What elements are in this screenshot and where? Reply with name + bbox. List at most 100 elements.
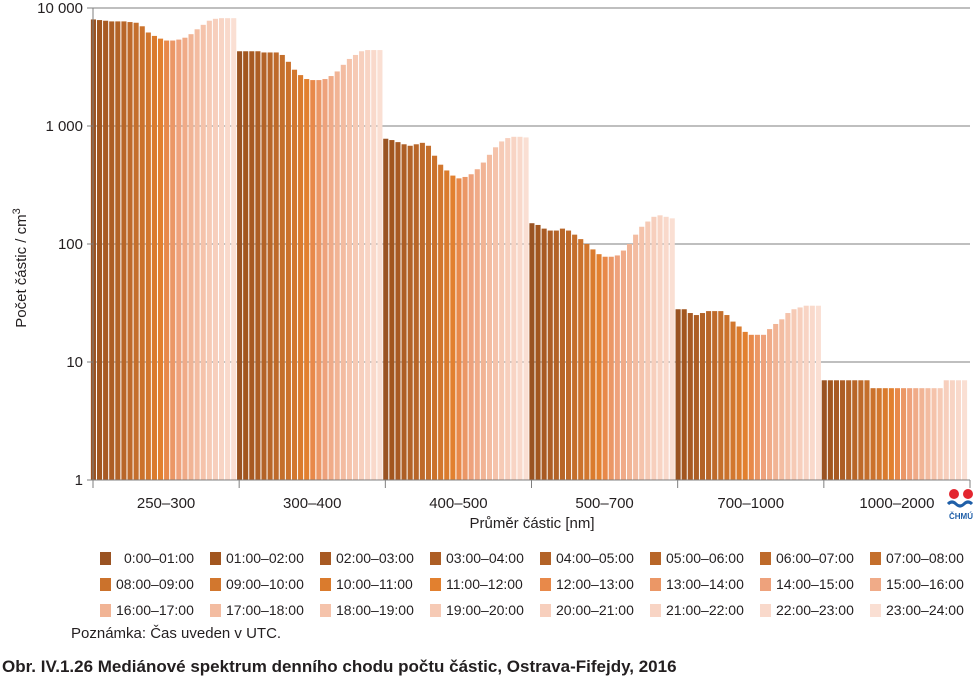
bar: [565, 230, 572, 480]
bar: [359, 51, 365, 480]
legend-swatch: [870, 551, 881, 565]
legend-swatch: [540, 551, 551, 565]
bar: [486, 154, 493, 480]
legend-swatch: [100, 551, 111, 565]
y-tick-label: 10 000: [37, 0, 83, 17]
bar: [809, 305, 815, 480]
bar: [742, 331, 748, 480]
legend-item: 20:00–21:00: [540, 602, 650, 618]
bar: [480, 162, 486, 480]
legend-label: 16:00–17:00: [116, 602, 194, 618]
legend-item: 16:00–17:00: [100, 602, 210, 618]
bar: [760, 334, 767, 480]
bar: [657, 215, 663, 480]
bar: [212, 18, 218, 480]
legend-label: 06:00–07:00: [776, 550, 854, 566]
bar: [133, 22, 139, 481]
legend-swatch: [650, 551, 661, 565]
bar: [894, 388, 901, 480]
bar: [340, 64, 346, 480]
legend-swatch: [650, 577, 661, 591]
legend-item: 05:00–06:00: [650, 550, 760, 566]
legend-item: 23:00–24:00: [870, 602, 975, 618]
bar: [145, 32, 151, 481]
bar: [779, 319, 785, 480]
legend-item: 13:00–14:00: [650, 576, 760, 592]
bar: [943, 380, 949, 480]
bar: [444, 170, 450, 480]
bar: [645, 221, 651, 480]
legend-label: 23:00–24:00: [886, 602, 964, 618]
bar: [937, 388, 943, 480]
chart: 1 10 100 1 000 10 000 250–300 300–400 400–500 5…: [11, 0, 971, 532]
bar: [712, 311, 718, 480]
bar: [121, 21, 127, 480]
bar: [462, 176, 468, 480]
x-tick-labels: 250–300 300–400 400–500 500–700 700–1000 1000…: [137, 495, 935, 512]
legend-swatch: [320, 603, 331, 617]
bar: [955, 380, 962, 480]
legend-item: 02:00–03:00: [320, 550, 430, 566]
legend-swatch: [320, 577, 331, 591]
bar: [724, 315, 730, 480]
bar: [803, 305, 809, 480]
legend-label: 17:00–18:00: [226, 602, 304, 618]
legend-label: 0:00–01:00: [124, 550, 195, 566]
bar: [888, 388, 894, 480]
bar: [151, 35, 157, 480]
legend-row: 0:00–01:00 01:00–02:00 02:00–03:00 03:00–04…: [100, 548, 975, 568]
bar: [523, 137, 529, 481]
bar: [846, 380, 852, 480]
legend-label: 12:00–13:00: [556, 576, 634, 592]
legend-item: 0:00–01:00: [100, 550, 210, 566]
bar: [255, 51, 261, 480]
legend-label: 19:00–20:00: [446, 602, 524, 618]
bar: [310, 80, 316, 480]
bar: [553, 230, 559, 480]
bar: [767, 329, 773, 480]
legend-label: 18:00–19:00: [336, 602, 414, 618]
legend-label: 09:00–10:00: [226, 576, 304, 592]
bar: [200, 24, 206, 480]
bar: [225, 18, 231, 481]
x-tick-label: 500–700: [575, 495, 633, 512]
bar: [773, 323, 779, 480]
bar: [517, 136, 523, 480]
legend-swatch: [870, 577, 881, 591]
bar: [730, 321, 736, 480]
bar: [127, 22, 133, 480]
bar: [243, 51, 249, 480]
legend-swatch: [430, 577, 441, 591]
bar: [267, 52, 273, 481]
bar: [425, 145, 432, 480]
bar: [541, 228, 547, 480]
bar: [285, 61, 291, 480]
axes: [87, 7, 971, 488]
note: Poznámka: Čas uveden v UTC.: [71, 625, 282, 642]
bar: [511, 136, 517, 480]
bar: [365, 50, 371, 481]
bar: [432, 155, 438, 480]
bar: [913, 388, 919, 480]
bar: [754, 334, 760, 480]
bar: [699, 313, 706, 480]
bar: [291, 69, 298, 480]
bar: [279, 54, 285, 481]
legend-label: 10:00–11:00: [336, 576, 413, 592]
legend-item: 03:00–04:00: [430, 550, 540, 566]
y-tick-label: 10: [66, 354, 83, 371]
bars: [90, 18, 968, 481]
legend-label: 01:00–02:00: [226, 550, 304, 566]
bar: [602, 256, 608, 480]
bar: [194, 29, 200, 480]
bar: [237, 51, 243, 480]
bar: [96, 20, 103, 480]
bar: [474, 169, 480, 480]
legend-swatch: [540, 603, 551, 617]
y-axis-label: Počet částic / cm3: [11, 208, 30, 328]
bar: [115, 21, 121, 480]
legend-item: 15:00–16:00: [870, 576, 975, 592]
legend-label: 08:00–09:00: [116, 576, 194, 592]
bar: [626, 244, 633, 480]
bar: [669, 218, 675, 480]
